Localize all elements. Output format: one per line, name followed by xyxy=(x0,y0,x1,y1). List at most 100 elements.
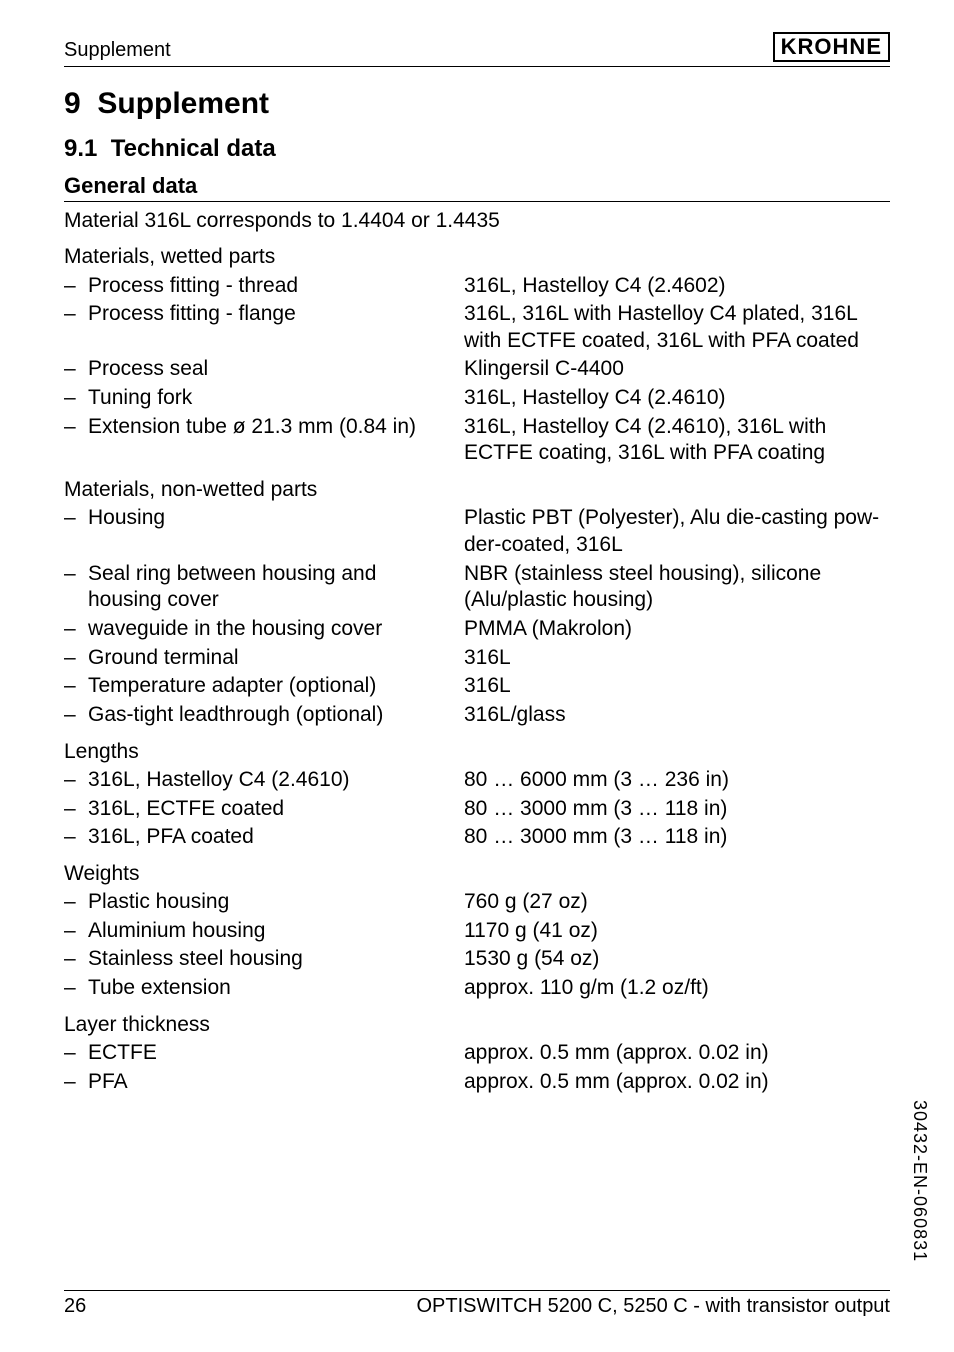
spec-label: Plastic housing xyxy=(88,889,464,916)
page: Supplement KROHNE 9 Supplement 9.1 Techn… xyxy=(0,0,954,1352)
group-heading: Lengths xyxy=(64,739,890,765)
spec-value: 316L xyxy=(464,673,890,700)
list-dash: – xyxy=(64,702,88,729)
spec-label: Housing xyxy=(88,505,464,532)
spec-label: Aluminium housing xyxy=(88,918,464,945)
side-code: 30432-EN-060831 xyxy=(909,1100,930,1262)
spec-value: NBR (stainless steel housing), silicone … xyxy=(464,561,890,614)
list-dash: – xyxy=(64,505,88,532)
list-dash: – xyxy=(64,673,88,700)
spec-label: Ground terminal xyxy=(88,645,464,672)
list-dash: – xyxy=(64,561,88,588)
group-heading: Materials, wetted parts xyxy=(64,244,890,270)
spec-row: –Aluminium housing1170 g (41 oz) xyxy=(64,918,890,945)
data-groups: Materials, wetted parts–Process fitting … xyxy=(64,244,890,1095)
spec-label: Tuning fork xyxy=(88,385,464,412)
list-dash: – xyxy=(64,889,88,916)
running-head: Supplement KROHNE xyxy=(64,32,890,67)
subsection-number: 9.1 xyxy=(64,135,97,162)
section-heading: 9 Supplement xyxy=(64,87,890,121)
spec-row: –Gas-tight leadthrough (optional)316L/gl… xyxy=(64,702,890,729)
list-dash: – xyxy=(64,824,88,851)
spec-value: 316L, Hastelloy C4 (2.4610) xyxy=(464,385,890,412)
spec-value: Plastic PBT (Polyester), Alu die-casting… xyxy=(464,505,890,558)
spec-value: Klingersil C-4400 xyxy=(464,356,890,383)
spec-row: –Tube extensionapprox. 110 g/m (1.2 oz/f… xyxy=(64,975,890,1002)
spec-row: –Process fitting - flange316L, 316L with… xyxy=(64,301,890,354)
group-heading: Materials, non-wetted parts xyxy=(64,477,890,503)
spec-row: –Temperature adapter (optional)316L xyxy=(64,673,890,700)
spec-label: Gas-tight leadthrough (optional) xyxy=(88,702,464,729)
list-dash: – xyxy=(64,1040,88,1067)
list-dash: – xyxy=(64,946,88,973)
spec-value: 316L/glass xyxy=(464,702,890,729)
spec-value: 316L, Hastelloy C4 (2.4610), 316L with E… xyxy=(464,414,890,467)
spec-label: PFA xyxy=(88,1069,464,1096)
spec-row: –PFAapprox. 0.5 mm (approx. 0.02 in) xyxy=(64,1069,890,1096)
spec-row: –Extension tube ø 21.3 mm (0.84 in)316L,… xyxy=(64,414,890,467)
list-dash: – xyxy=(64,356,88,383)
group-heading: Weights xyxy=(64,861,890,887)
spec-row: –316L, ECTFE coated80 … 3000 mm (3 … 118… xyxy=(64,796,890,823)
spec-value: 80 … 3000 mm (3 … 118 in) xyxy=(464,824,890,851)
list-dash: – xyxy=(64,645,88,672)
spec-value: 80 … 3000 mm (3 … 118 in) xyxy=(464,796,890,823)
list-dash: – xyxy=(64,616,88,643)
section-title: Supplement xyxy=(97,87,269,120)
spec-value: PMMA (Makrolon) xyxy=(464,616,890,643)
spec-label: 316L, ECTFE coated xyxy=(88,796,464,823)
spec-row: –Plastic housing760 g (27 oz) xyxy=(64,889,890,916)
spec-label: Stainless steel housing xyxy=(88,946,464,973)
spec-value: approx. 0.5 mm (approx. 0.02 in) xyxy=(464,1069,890,1096)
list-dash: – xyxy=(64,767,88,794)
subsection-heading: 9.1 Technical data xyxy=(64,135,890,163)
spec-label: waveguide in the housing cover xyxy=(88,616,464,643)
list-dash: – xyxy=(64,1069,88,1096)
list-dash: – xyxy=(64,975,88,1002)
spec-value: 316L xyxy=(464,645,890,672)
footer-page-number: 26 xyxy=(64,1295,86,1318)
group-heading: Layer thickness xyxy=(64,1012,890,1038)
spec-label: Process fitting - thread xyxy=(88,273,464,300)
list-dash: – xyxy=(64,301,88,328)
page-footer: 26 OPTISWITCH 5200 C, 5250 C - with tran… xyxy=(64,1290,890,1318)
spec-value: 1530 g (54 oz) xyxy=(464,946,890,973)
spec-value: 1170 g (41 oz) xyxy=(464,918,890,945)
spec-label: ECTFE xyxy=(88,1040,464,1067)
general-data-heading: General data xyxy=(64,173,890,202)
list-dash: – xyxy=(64,273,88,300)
spec-value: 80 … 6000 mm (3 … 236 in) xyxy=(464,767,890,794)
spec-label: Extension tube ø 21.3 mm (0.84 in) xyxy=(88,414,464,441)
list-dash: – xyxy=(64,414,88,441)
spec-row: –Tuning fork316L, Hastelloy C4 (2.4610) xyxy=(64,385,890,412)
spec-value: approx. 110 g/m (1.2 oz/ft) xyxy=(464,975,890,1002)
spec-row: –Seal ring between housing and housing c… xyxy=(64,561,890,614)
spec-row: –HousingPlastic PBT (Polyester), Alu die… xyxy=(64,505,890,558)
spec-label: Process seal xyxy=(88,356,464,383)
running-head-left: Supplement xyxy=(64,39,171,62)
brand-logo: KROHNE xyxy=(773,32,890,62)
spec-label: Temperature adapter (optional) xyxy=(88,673,464,700)
subsection-title: Technical data xyxy=(111,135,276,162)
spec-row: –waveguide in the housing coverPMMA (Mak… xyxy=(64,616,890,643)
spec-value: 760 g (27 oz) xyxy=(464,889,890,916)
footer-product: OPTISWITCH 5200 C, 5250 C - with transis… xyxy=(416,1295,890,1318)
spec-row: –Stainless steel housing1530 g (54 oz) xyxy=(64,946,890,973)
spec-row: –316L, PFA coated80 … 3000 mm (3 … 118 i… xyxy=(64,824,890,851)
spec-row: –Process fitting - thread316L, Hastelloy… xyxy=(64,273,890,300)
spec-label: 316L, PFA coated xyxy=(88,824,464,851)
spec-label: 316L, Hastelloy C4 (2.4610) xyxy=(88,767,464,794)
spec-label: Seal ring between housing and housing co… xyxy=(88,561,464,614)
material-note: Material 316L corresponds to 1.4404 or 1… xyxy=(64,208,890,234)
spec-row: –Process sealKlingersil C-4400 xyxy=(64,356,890,383)
list-dash: – xyxy=(64,385,88,412)
spec-value: 316L, 316L with Hastelloy C4 plated, 316… xyxy=(464,301,890,354)
spec-row: –ECTFEapprox. 0.5 mm (approx. 0.02 in) xyxy=(64,1040,890,1067)
section-number: 9 xyxy=(64,87,81,120)
list-dash: – xyxy=(64,918,88,945)
spec-row: –Ground terminal316L xyxy=(64,645,890,672)
spec-label: Process fitting - flange xyxy=(88,301,464,328)
spec-value: approx. 0.5 mm (approx. 0.02 in) xyxy=(464,1040,890,1067)
spec-value: 316L, Hastelloy C4 (2.4602) xyxy=(464,273,890,300)
spec-row: –316L, Hastelloy C4 (2.4610)80 … 6000 mm… xyxy=(64,767,890,794)
